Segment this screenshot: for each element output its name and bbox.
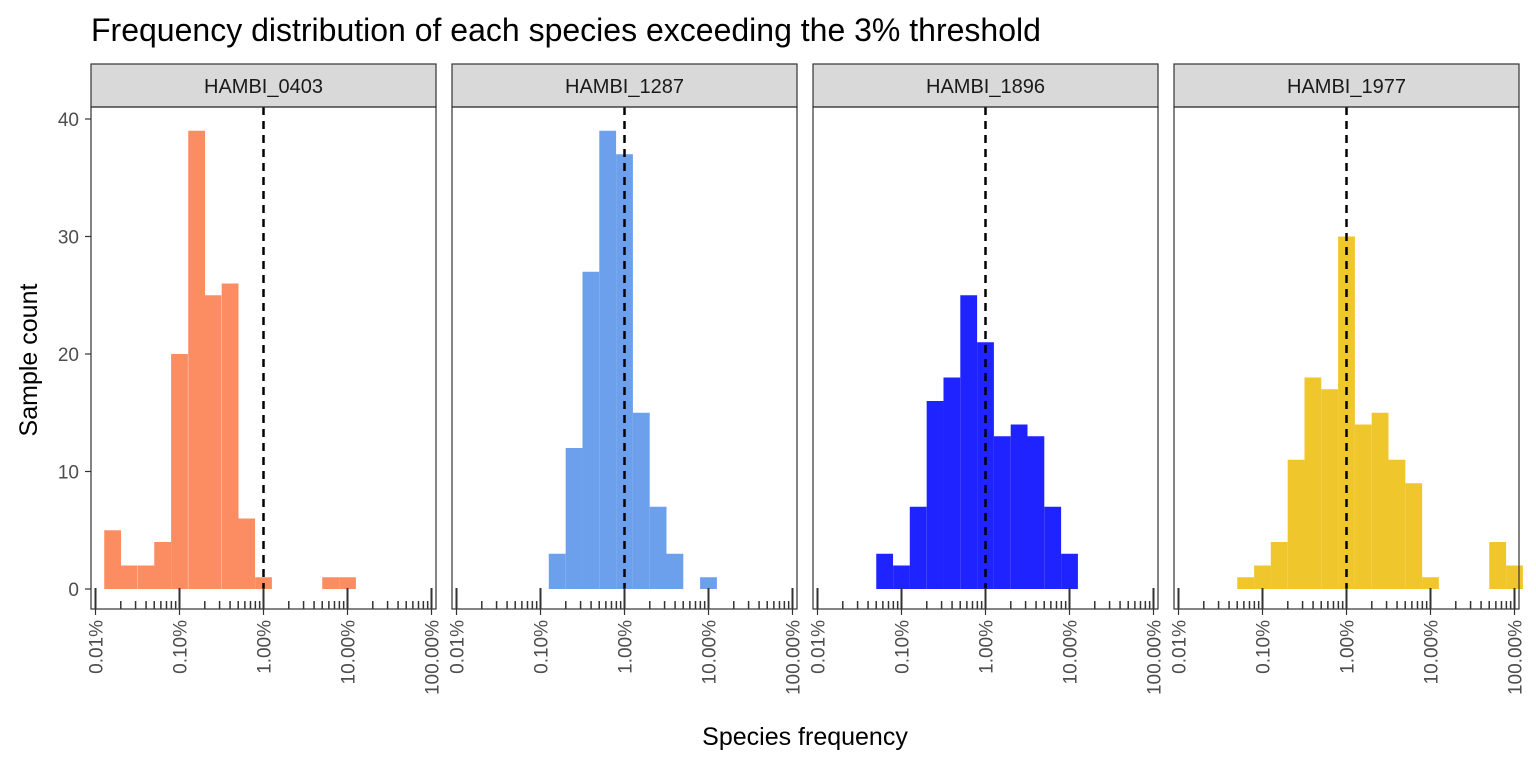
histogram-bar bbox=[204, 295, 222, 589]
histogram-bar bbox=[1270, 542, 1288, 589]
x-tick-label: 1.00% bbox=[255, 620, 276, 674]
y-axis-title: Sample count bbox=[15, 284, 43, 437]
x-tick-label: 0.10% bbox=[1254, 620, 1275, 674]
x-tick-label: 0.10% bbox=[171, 620, 192, 674]
histogram-bar bbox=[893, 565, 910, 589]
x-tick-label: 0.01% bbox=[87, 620, 108, 674]
x-tick-label: 10.00% bbox=[700, 620, 721, 685]
histogram-bar bbox=[1405, 483, 1423, 589]
facet-strip-label: HAMBI_1977 bbox=[1287, 76, 1406, 98]
chart-title: Frequency distribution of each species e… bbox=[91, 12, 1041, 48]
facet-panels: HAMBI_0403 0.01% 0.10% 1.00% 10.00% 100.00% 0 1… bbox=[58, 63, 1527, 695]
histogram-bar bbox=[1254, 565, 1271, 589]
histogram-bar bbox=[322, 577, 340, 589]
histogram-bar bbox=[909, 506, 927, 589]
histogram-bar bbox=[188, 130, 206, 589]
x-tick-label: 1.00% bbox=[616, 620, 637, 674]
histogram-bar bbox=[104, 530, 122, 589]
histogram-bar bbox=[649, 506, 667, 589]
x-tick-label: 1.00% bbox=[977, 620, 998, 674]
histogram-bar bbox=[137, 565, 155, 589]
histogram-bar bbox=[1338, 236, 1355, 589]
facet-strip bbox=[90, 63, 437, 108]
histogram-bar bbox=[960, 295, 978, 589]
histogram-bar bbox=[154, 542, 172, 589]
x-axis-title: Species frequency bbox=[702, 723, 908, 751]
histogram-bar bbox=[1388, 459, 1406, 589]
histogram-bar bbox=[1304, 377, 1322, 589]
facet-panel-hambi-0403: HAMBI_0403 0.01% 0.10% 1.00% 10.00% 100.00% 0 1… bbox=[58, 63, 444, 695]
x-tick-label: 100.00% bbox=[784, 620, 805, 695]
histogram-bar bbox=[548, 553, 566, 589]
histogram-bar bbox=[1422, 577, 1439, 589]
histogram-bar bbox=[1027, 436, 1045, 589]
facet-strip-label: HAMBI_0403 bbox=[204, 76, 323, 98]
histogram-bar bbox=[599, 130, 617, 589]
x-tick-label: 0.10% bbox=[532, 620, 553, 674]
histogram-bar bbox=[1489, 542, 1507, 589]
histogram-bar bbox=[616, 154, 633, 589]
y-tick-label: 0 bbox=[68, 580, 79, 601]
x-tick-label: 0.01% bbox=[1170, 620, 1191, 674]
histogram-bar bbox=[1010, 424, 1028, 589]
histogram-bar bbox=[977, 342, 994, 589]
y-tick-label: 40 bbox=[58, 110, 79, 131]
histogram-bar bbox=[120, 565, 138, 589]
facet-strip-label: HAMBI_1896 bbox=[926, 76, 1045, 98]
x-tick-label: 100.00% bbox=[423, 620, 444, 695]
histogram-bar bbox=[1287, 459, 1305, 589]
facet-panel-hambi-1977: HAMBI_1977 0.01% 0.10% 1.00% 10.00% 100.00% bbox=[1170, 63, 1527, 695]
y-tick-label: 30 bbox=[58, 228, 79, 249]
histogram-bar bbox=[700, 577, 717, 589]
x-tick-label: 100.00% bbox=[1145, 620, 1166, 695]
histogram-bar bbox=[1321, 389, 1339, 589]
histogram-bar bbox=[926, 401, 944, 589]
histogram-bar bbox=[565, 448, 583, 589]
x-tick-label: 10.00% bbox=[1061, 620, 1082, 685]
histogram-bar bbox=[1354, 424, 1372, 589]
x-tick-label: 0.01% bbox=[448, 620, 469, 674]
facet-panel-hambi-1896: HAMBI_1896 0.01% 0.10% 1.00% 10.00% 100.00% bbox=[809, 63, 1166, 695]
facet-strip bbox=[812, 63, 1159, 108]
histogram-bar bbox=[171, 354, 188, 589]
histogram-bar bbox=[943, 377, 961, 589]
x-tick-label: 0.01% bbox=[809, 620, 830, 674]
x-tick-label: 10.00% bbox=[1422, 620, 1443, 685]
histogram-bar bbox=[339, 577, 356, 589]
histogram-bar bbox=[1371, 412, 1389, 589]
histogram-bar bbox=[993, 436, 1011, 589]
facet-strip bbox=[451, 63, 798, 108]
histogram-bar bbox=[1044, 506, 1062, 589]
facet-strip bbox=[1173, 63, 1520, 108]
facet-strip-label: HAMBI_1287 bbox=[565, 76, 684, 98]
x-tick-label: 0.10% bbox=[893, 620, 914, 674]
x-tick-label: 1.00% bbox=[1338, 620, 1359, 674]
histogram-bar bbox=[1237, 577, 1255, 589]
facet-panel-hambi-1287: HAMBI_1287 0.01% 0.10% 1.00% 10.00% 100.00% bbox=[448, 63, 805, 695]
y-tick-label: 10 bbox=[58, 463, 79, 484]
histogram-bar bbox=[632, 412, 650, 589]
histogram-bar bbox=[876, 553, 894, 589]
x-tick-label: 10.00% bbox=[339, 620, 360, 685]
x-tick-label: 100.00% bbox=[1506, 620, 1527, 695]
histogram-bar bbox=[1061, 553, 1078, 589]
histogram-bar bbox=[666, 553, 684, 589]
histogram-bar bbox=[221, 283, 239, 589]
histogram-bar bbox=[582, 271, 600, 589]
histogram-bar bbox=[1506, 565, 1523, 589]
histogram-bar bbox=[238, 518, 256, 589]
y-tick-label: 20 bbox=[58, 345, 79, 366]
